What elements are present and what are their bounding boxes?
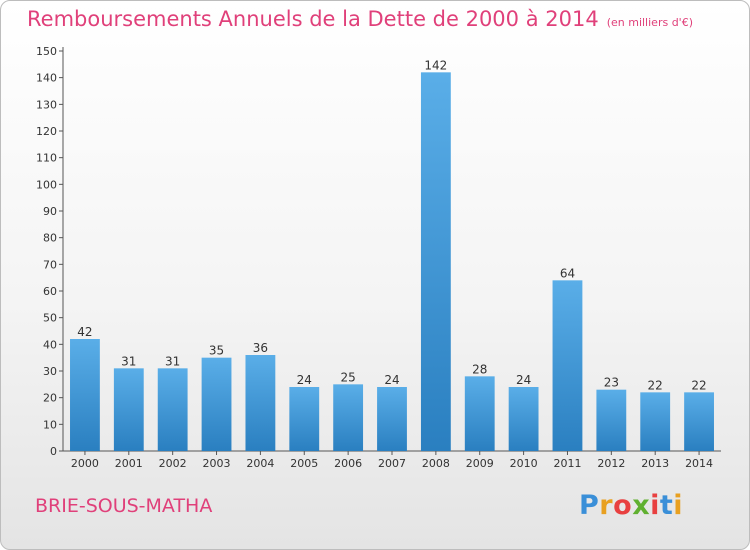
x-tick-label: 2007 (378, 457, 406, 470)
y-tick-label: 20 (43, 392, 57, 405)
x-tick-label: 2014 (685, 457, 713, 470)
value-label-2004: 36 (253, 341, 268, 355)
y-tick-label: 110 (36, 152, 57, 165)
value-label-2003: 35 (209, 344, 224, 358)
bar-2008 (420, 72, 451, 451)
y-tick-label: 60 (43, 285, 57, 298)
value-label-2007: 24 (384, 373, 399, 387)
value-label-2008: 142 (424, 58, 447, 72)
value-label-2001: 31 (121, 354, 136, 368)
value-label-2010: 24 (516, 373, 531, 387)
x-tick-label: 2003 (203, 457, 231, 470)
value-label-2014: 22 (691, 378, 706, 392)
chart-title-main: Remboursements Annuels de la Dette de 20… (27, 7, 599, 31)
x-axis: 2000 2001 2002 2003 2004 2005 2006 2007 2008 2009… (63, 450, 721, 470)
bar-2010 (508, 387, 539, 451)
logo-letter: r (599, 490, 614, 521)
x-tick-label: 2005 (290, 457, 318, 470)
value-labels: 42 31 31 35 36 24 25 24 142 28 24 64 23 22 22 (77, 58, 706, 392)
y-tick-label: 50 (43, 312, 57, 325)
proxiti-logo: Proxiti (579, 490, 683, 521)
x-tick-label: 2009 (466, 457, 494, 470)
value-label-2011: 64 (560, 266, 575, 280)
bar-2004 (245, 355, 276, 451)
x-tick-label: 2008 (422, 457, 450, 470)
value-label-2009: 28 (472, 362, 487, 376)
x-tick-label: 2010 (510, 457, 538, 470)
bar-2009 (464, 376, 495, 451)
y-tick-label: 10 (43, 418, 57, 431)
x-tick-label: 2006 (334, 457, 362, 470)
logo-letter: x (632, 490, 651, 521)
bar-2001 (113, 368, 144, 451)
value-label-2002: 31 (165, 354, 180, 368)
bar-2002 (157, 368, 188, 451)
bar-2011 (552, 280, 583, 451)
value-label-2012: 23 (604, 376, 619, 390)
bar-2000 (70, 339, 100, 451)
y-tick-label: 80 (43, 232, 57, 245)
x-tick-label: 2012 (597, 457, 625, 470)
y-tick-label: 150 (36, 45, 57, 58)
bars (70, 72, 714, 451)
bar-2003 (201, 357, 232, 451)
y-tick-label: 40 (43, 338, 57, 351)
x-tick-label: 2002 (159, 457, 187, 470)
y-tick-label: 30 (43, 365, 57, 378)
city-name: BRIE-SOUS-MATHA (35, 495, 213, 517)
bar-2005 (289, 387, 320, 451)
y-tick-label: 120 (36, 125, 57, 138)
x-tick-label: 2013 (641, 457, 669, 470)
bar-2013 (640, 392, 671, 451)
x-tick-label: 2000 (71, 457, 99, 470)
chart-title: Remboursements Annuels de la Dette de 20… (27, 7, 693, 31)
value-label-2006: 25 (340, 370, 355, 384)
x-tick-label: 2001 (115, 457, 143, 470)
bar-2006 (333, 384, 364, 451)
logo-letter: o (613, 490, 633, 521)
bar-2012 (596, 389, 627, 451)
y-tick-label: 0 (50, 445, 57, 458)
x-tick-label: 2011 (553, 457, 581, 470)
y-tick-label: 90 (43, 205, 57, 218)
bar-2014 (684, 392, 714, 451)
logo-letter: i (673, 490, 684, 521)
chart-title-unit: (en milliers d'€) (606, 16, 693, 29)
logo-letter: P (579, 490, 600, 521)
y-tick-label: 70 (43, 258, 57, 271)
bar-2007 (377, 387, 407, 451)
y-axis: 0 10 20 30 40 50 60 70 80 90 100 110 120 130 140 150 (36, 45, 64, 458)
y-tick-label: 140 (36, 72, 57, 85)
logo-letter: t (659, 490, 674, 521)
logo-letter: i (650, 490, 660, 521)
value-label-2013: 22 (648, 378, 663, 392)
y-tick-label: 100 (36, 178, 57, 191)
value-label-2005: 24 (297, 373, 312, 387)
value-label-2000: 42 (77, 325, 92, 339)
x-tick-label: 2004 (246, 457, 274, 470)
y-tick-label: 130 (36, 98, 57, 111)
